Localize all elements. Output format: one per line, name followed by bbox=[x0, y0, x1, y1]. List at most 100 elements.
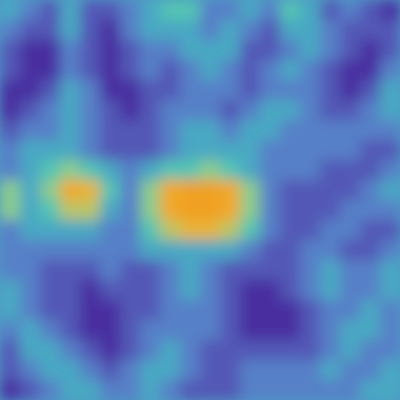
heat-cell bbox=[200, 240, 221, 261]
heat-cell bbox=[140, 160, 161, 181]
heat-cell bbox=[40, 100, 61, 121]
heat-cell bbox=[40, 160, 61, 181]
heat-cell bbox=[320, 300, 341, 321]
heat-cell bbox=[120, 120, 141, 141]
heat-cell bbox=[380, 320, 400, 341]
heat-cell bbox=[360, 260, 381, 281]
heat-cell bbox=[20, 320, 41, 341]
heat-cell bbox=[220, 340, 241, 361]
heat-cell bbox=[340, 380, 361, 400]
heat-cell bbox=[240, 120, 261, 141]
heat-cell bbox=[200, 120, 221, 141]
heat-cell bbox=[240, 0, 261, 21]
heat-cell bbox=[340, 140, 361, 161]
plot-area bbox=[0, 0, 400, 400]
heat-cell bbox=[260, 60, 281, 81]
heat-cell bbox=[80, 240, 101, 261]
heat-cell bbox=[360, 300, 381, 321]
heat-cell bbox=[240, 380, 261, 400]
heat-cell bbox=[220, 100, 241, 121]
heat-cell bbox=[320, 20, 341, 41]
heat-cell bbox=[80, 40, 101, 61]
heat-cell bbox=[60, 240, 81, 261]
heat-cell bbox=[220, 140, 241, 161]
heat-cell bbox=[380, 160, 400, 181]
heat-cell bbox=[280, 320, 301, 341]
heat-cell bbox=[40, 80, 61, 101]
heat-cell bbox=[80, 360, 101, 381]
heat-cell bbox=[280, 300, 301, 321]
heat-cell bbox=[0, 0, 21, 21]
heat-cell bbox=[40, 280, 61, 301]
heat-cell bbox=[80, 280, 101, 301]
heat-cell bbox=[160, 360, 181, 381]
heat-cell bbox=[160, 80, 181, 101]
heat-cell bbox=[300, 40, 321, 61]
heat-cell bbox=[320, 100, 341, 121]
heat-cell bbox=[260, 200, 281, 221]
heat-cell bbox=[320, 320, 341, 341]
heat-cell bbox=[360, 220, 381, 241]
heat-cell bbox=[260, 160, 281, 181]
heat-cell bbox=[320, 140, 341, 161]
heat-cell bbox=[220, 40, 241, 61]
heat-cell bbox=[80, 300, 101, 321]
heat-cell bbox=[40, 200, 61, 221]
heat-cell bbox=[320, 120, 341, 141]
heat-cell bbox=[140, 60, 161, 81]
heat-cell bbox=[240, 140, 261, 161]
heat-cell bbox=[340, 340, 361, 361]
heat-cell bbox=[0, 180, 21, 201]
heat-cell bbox=[40, 340, 61, 361]
heat-cell bbox=[120, 180, 141, 201]
heat-cell bbox=[280, 0, 301, 21]
heat-cell bbox=[340, 200, 361, 221]
heat-cell bbox=[180, 380, 201, 400]
heat-cell bbox=[340, 320, 361, 341]
heat-cell bbox=[40, 40, 61, 61]
heat-cell bbox=[180, 160, 201, 181]
heat-cell bbox=[100, 20, 121, 41]
heat-cell bbox=[240, 100, 261, 121]
heat-cell bbox=[220, 60, 241, 81]
heat-cell bbox=[100, 140, 121, 161]
heat-cell bbox=[380, 280, 400, 301]
heat-cell bbox=[100, 360, 121, 381]
heat-cell bbox=[60, 260, 81, 281]
heat-cell bbox=[80, 260, 101, 281]
heat-cell bbox=[80, 200, 101, 221]
heat-cell bbox=[360, 180, 381, 201]
heat-cell bbox=[140, 20, 161, 41]
heat-cell bbox=[140, 0, 161, 21]
heat-cell bbox=[80, 80, 101, 101]
heat-cell bbox=[160, 160, 181, 181]
heat-cell bbox=[280, 140, 301, 161]
heat-cell bbox=[340, 80, 361, 101]
heat-cell bbox=[280, 120, 301, 141]
heat-cell bbox=[200, 260, 221, 281]
heat-cell bbox=[380, 60, 400, 81]
heat-cell bbox=[60, 80, 81, 101]
heat-cell bbox=[380, 340, 400, 361]
heat-cell bbox=[20, 80, 41, 101]
heat-cell bbox=[140, 260, 161, 281]
heat-cell bbox=[300, 260, 321, 281]
heat-cell bbox=[200, 40, 221, 61]
background bbox=[0, 0, 400, 400]
heat-cell bbox=[340, 360, 361, 381]
heat-cell bbox=[320, 360, 341, 381]
heat-cell bbox=[180, 180, 201, 201]
heat-cell bbox=[200, 0, 221, 21]
heat-cell bbox=[260, 260, 281, 281]
heat-cell bbox=[80, 0, 101, 21]
heat-cell bbox=[120, 20, 141, 41]
heat-cell bbox=[60, 180, 81, 201]
heat-cell bbox=[300, 380, 321, 400]
heat-cell bbox=[260, 220, 281, 241]
heat-cell bbox=[40, 60, 61, 81]
heat-cell bbox=[180, 300, 201, 321]
heat-cell bbox=[220, 80, 241, 101]
heat-cell bbox=[60, 120, 81, 141]
heat-cell bbox=[380, 200, 400, 221]
heat-cell bbox=[60, 300, 81, 321]
